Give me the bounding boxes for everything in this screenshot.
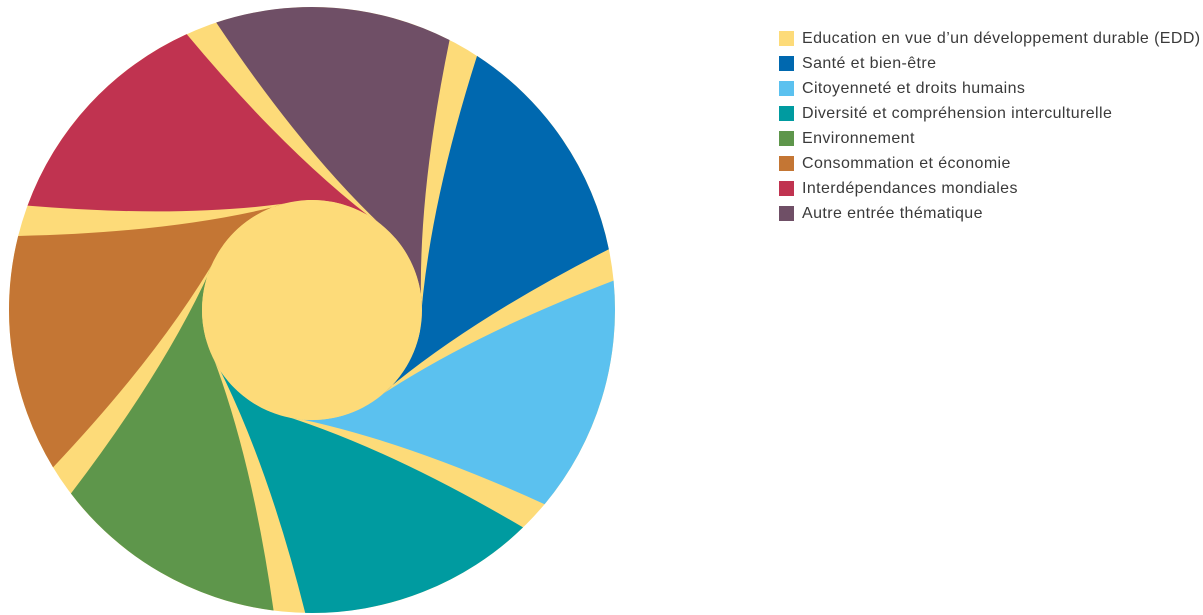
- legend-swatch-consommation: [779, 156, 794, 171]
- legend-label-autre: Autre entrée thématique: [802, 205, 983, 222]
- legend-swatch-autre: [779, 206, 794, 221]
- edd-center-circle: [202, 200, 422, 420]
- legend-item-sante: Santé et bien-être: [779, 52, 1203, 75]
- legend-item-consommation: Consommation et économie: [779, 152, 1203, 175]
- petal-citoyennete-et-droits-humains: [278, 280, 616, 505]
- legend-item-edd: Education en vue d’un développement dura…: [779, 27, 1203, 50]
- legend-label-consommation: Consommation et économie: [802, 155, 1011, 172]
- petal-autre-entree-thematique: [216, 7, 450, 320]
- legend-swatch-environnement: [779, 131, 794, 146]
- legend-item-autre: Autre entrée thématique: [779, 202, 1203, 225]
- swirl-petals: [8, 7, 616, 613]
- legend-item-citoyennete: Citoyenneté et droits humains: [779, 77, 1203, 100]
- legend-label-citoyennete: Citoyenneté et droits humains: [802, 80, 1026, 97]
- legend-label-environnement: Environnement: [802, 130, 915, 147]
- legend-swatch-edd: [779, 31, 794, 46]
- petal-sante-et-bien-etre: [372, 55, 609, 402]
- petal-interdependances-mondiales: [27, 34, 388, 231]
- legend-label-diversite: Diversité et compréhension interculturel…: [802, 105, 1113, 122]
- legend-item-diversite: Diversité et compréhension interculturel…: [779, 102, 1203, 125]
- legend-label-edd: Education en vue d’un développement dura…: [802, 30, 1201, 47]
- legend-swatch-sante: [779, 56, 794, 71]
- legend-label-sante: Santé et bien-être: [802, 55, 937, 72]
- legend: Education en vue d’un développement dura…: [779, 27, 1203, 227]
- legend-item-environnement: Environnement: [779, 127, 1203, 150]
- thematic-swirl-diagram: [8, 7, 616, 613]
- legend-swatch-diversite: [779, 106, 794, 121]
- legend-swatch-interdependances: [779, 181, 794, 196]
- legend-swatch-citoyennete: [779, 81, 794, 96]
- petal-consommation-et-economie: [8, 201, 297, 468]
- legend-item-interdependances: Interdépendances mondiales: [779, 177, 1203, 200]
- legend-label-interdependances: Interdépendances mondiales: [802, 180, 1018, 197]
- petal-environnement: [70, 253, 274, 611]
- petal-diversite-et-comprehension-interculturelle: [209, 348, 524, 613]
